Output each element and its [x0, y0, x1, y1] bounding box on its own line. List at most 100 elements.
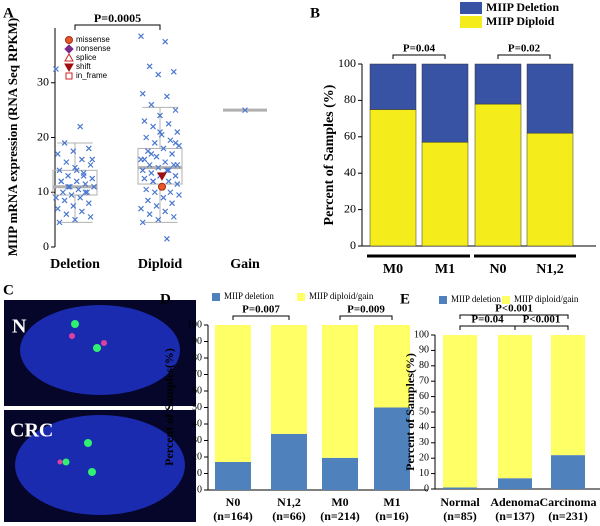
- x-tick-label: Carcinoma: [539, 495, 596, 509]
- y-tick-label: 60: [419, 391, 429, 402]
- sample-size: (n=231): [548, 509, 588, 523]
- comparison-bracket: [74, 24, 161, 30]
- data-point: [72, 164, 78, 171]
- y-tick-label: 10: [37, 184, 49, 198]
- data-point: [148, 151, 155, 157]
- p-value: P=0.007: [242, 304, 280, 316]
- data-point: [174, 181, 181, 187]
- y-axis-title: MIIP mRNA expression (RNA Seq RPKM): [5, 18, 20, 256]
- data-point: [139, 167, 146, 174]
- data-point: [91, 183, 97, 190]
- y-tick-label: 20: [192, 451, 202, 462]
- data-point: [54, 151, 61, 157]
- data-point: [68, 192, 75, 198]
- data-point: [157, 129, 163, 135]
- y-tick-label: 60: [344, 129, 356, 143]
- bar-segment: [443, 487, 477, 489]
- bar-segment: [474, 63, 522, 105]
- x-tick-label: M0: [331, 495, 348, 509]
- data-point: [141, 118, 148, 124]
- x-tick-label: M1: [435, 262, 455, 277]
- bar-segment: [498, 478, 532, 489]
- data-point: [78, 156, 85, 163]
- p-value: P=0.04: [471, 314, 504, 326]
- y-tick-label: 80: [419, 360, 429, 371]
- data-point: [87, 161, 94, 168]
- bar-segment: [322, 457, 358, 490]
- y-tick-label: 100: [338, 56, 356, 70]
- data-point: [165, 178, 172, 185]
- data-point: [174, 129, 181, 135]
- legend-label: nonsense: [76, 44, 111, 53]
- data-point: [59, 189, 66, 196]
- data-point: [172, 107, 179, 114]
- data-point: [167, 189, 174, 196]
- data-point: [63, 211, 70, 218]
- data-point: [146, 161, 153, 168]
- data-point: [138, 33, 144, 40]
- bar-segment: [215, 461, 251, 490]
- y-tick-label: 10: [192, 468, 202, 479]
- y-tick-label: 40: [419, 422, 429, 433]
- y-tick-label: 50: [419, 406, 429, 417]
- green-signal: [84, 439, 92, 447]
- y-tick-label: 100: [414, 329, 429, 340]
- sample-size: (n=214): [320, 509, 360, 523]
- sample-size: (n=85): [443, 509, 477, 523]
- x-tick-label: Adenoma: [490, 495, 539, 509]
- data-point: [89, 156, 96, 163]
- green-signal: [88, 468, 96, 476]
- bar-segment: [443, 335, 477, 488]
- data-point: [87, 213, 94, 220]
- bar-segment: [498, 335, 532, 479]
- bar-segment: [271, 433, 307, 490]
- p-value: P=0.02: [508, 43, 541, 55]
- x-tick-label: Diploid: [138, 257, 183, 272]
- panel-letter: B: [310, 5, 320, 21]
- sample-size: (n=137): [495, 509, 535, 523]
- legend-swatch: [502, 296, 510, 304]
- x-tick-label: Gain: [230, 257, 260, 272]
- y-tick-label: 10: [419, 468, 429, 479]
- y-axis-title: Percent of Samples(%): [403, 353, 417, 471]
- data-point: [157, 112, 163, 119]
- data-point: [85, 145, 92, 152]
- data-point: [78, 208, 85, 215]
- y-tick-label: 70: [192, 369, 202, 380]
- legend-marker: [64, 52, 74, 62]
- bar-segment: [421, 63, 469, 143]
- legend-swatch: [297, 293, 305, 301]
- data-point: [163, 93, 170, 100]
- y-tick-label: 20: [37, 129, 49, 143]
- y-tick-label: 90: [419, 345, 429, 356]
- bar-segment: [374, 407, 410, 490]
- y-tick-label: 40: [344, 165, 356, 179]
- mutation-point: [157, 172, 167, 181]
- p-value: P=0.009: [347, 304, 385, 316]
- data-point: [148, 101, 155, 108]
- data-point: [72, 216, 78, 223]
- data-point: [162, 159, 169, 166]
- y-tick-label: 30: [419, 437, 429, 448]
- data-point: [174, 161, 181, 168]
- legend-label: splice: [76, 53, 97, 62]
- panel-letter: D: [160, 291, 171, 307]
- y-axis-title: Percent of Samples (%): [322, 84, 337, 225]
- x-tick-label: N0: [226, 495, 241, 509]
- data-point: [144, 197, 151, 204]
- comparison-bracket: [392, 54, 446, 59]
- data-point: [139, 90, 146, 97]
- legend-marker: [64, 44, 74, 54]
- data-point: [170, 213, 177, 220]
- data-point: [150, 178, 157, 185]
- panel-letter: A: [3, 5, 14, 21]
- y-tick-label: 0: [43, 239, 49, 253]
- data-point: [153, 203, 160, 209]
- green-signal: [71, 320, 79, 328]
- data-point: [80, 172, 87, 179]
- legend-label: MIIP diploid/gain: [309, 291, 374, 301]
- comparison-bracket: [514, 325, 569, 330]
- data-point: [160, 145, 167, 152]
